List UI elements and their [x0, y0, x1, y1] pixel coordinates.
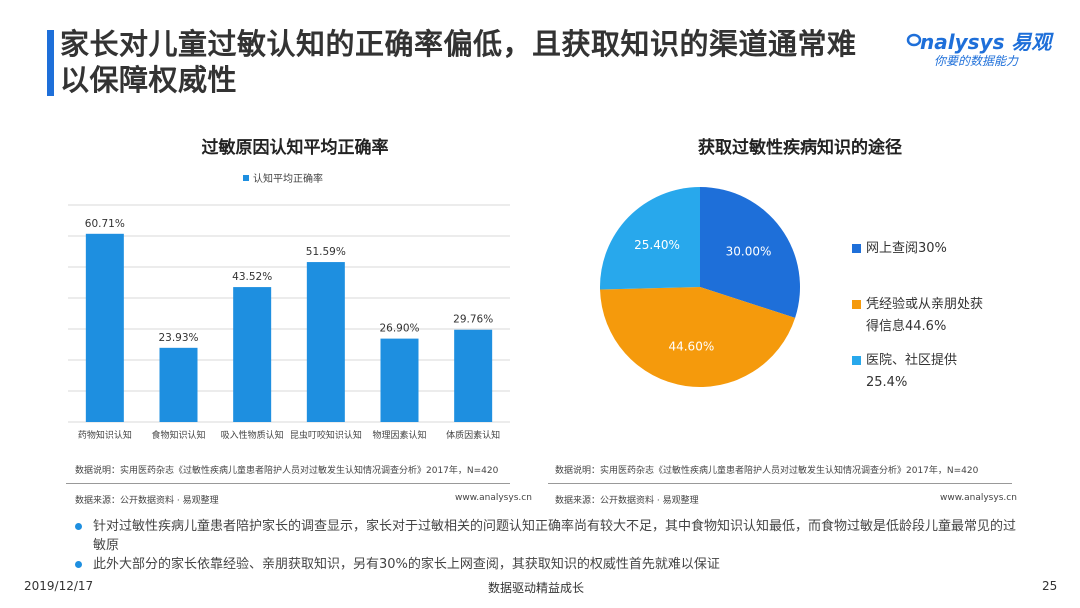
legend-label-line: 凭经验或从亲朋处获: [866, 297, 984, 312]
legend-label: 医院、社区提供 25.4%: [866, 350, 957, 394]
bar-legend-swatch: [243, 175, 249, 181]
footer-slogan: 数据驱动精益成长: [488, 581, 585, 595]
bar: [454, 329, 493, 422]
bar-value-label: 29.76%: [453, 314, 493, 326]
pie-value-label: 44.60%: [668, 339, 714, 353]
pie-slice: [600, 187, 700, 290]
summary-bullets: 针对过敏性疾病儿童患者陪护家长的调查显示，家长对于过敏相关的问题认知正确率尚有较…: [75, 517, 1025, 574]
footer-date: 2019/12/17: [24, 579, 94, 593]
right-source-description: 数据说明：实用医药杂志《过敏性疾病儿童患者陪护人员对过敏发生认知情况调查分析》2…: [555, 466, 979, 476]
legend-label-line: 医院、社区提供: [866, 353, 958, 368]
bullet-dot-icon: [75, 561, 82, 568]
bar-chart-title: 过敏原因认知平均正确率: [201, 138, 389, 158]
slide-title-line-2: 以保障权威性: [60, 63, 238, 97]
bar-value-label: 23.93%: [158, 332, 198, 344]
bar: [306, 262, 345, 422]
pie-slice: [700, 187, 800, 318]
left-url: www.analysys.cn: [455, 493, 532, 503]
x-tick-label: 物理因素认知: [372, 429, 426, 441]
logo-wordmark: nalysys 易观: [920, 30, 1052, 54]
page-number: 25: [1042, 579, 1058, 593]
bullet-dot-icon: [75, 523, 82, 530]
left-source-description: 数据说明：实用医药杂志《过敏性疾病儿童患者陪护人员对过敏发生认知情况调查分析》2…: [75, 466, 499, 476]
left-divider: [66, 483, 510, 484]
x-tick-label: 食物知识认知: [151, 429, 205, 441]
bullet-text: 此外大部分的家长依靠经验、亲朋获取知识，另有30%的家长上网查阅，其获取知识的权…: [93, 557, 720, 572]
slide-title: 家长对儿童过敏认知的正确率偏低，且获取知识的渠道通常难 以保障权威性: [60, 26, 920, 98]
legend-label-line: 得信息44.6%: [866, 319, 947, 334]
bullet-text: 针对过敏性疾病儿童患者陪护家长的调查显示，家长对于过敏相关的问题认知正确率尚有较…: [93, 519, 1017, 553]
pie-value-label: 25.40%: [634, 238, 680, 252]
pie-chart: 30.00% 44.60% 25.40%: [600, 187, 800, 388]
x-tick-label: 吸入性物质认知: [221, 429, 284, 441]
pie-slice: [600, 287, 796, 388]
logo-swoosh-icon: [906, 33, 922, 47]
pie-value-label: 30.00%: [726, 245, 772, 259]
right-divider: [548, 483, 1012, 484]
x-tick-label: 体质因素认知: [446, 429, 500, 441]
right-url: www.analysys.cn: [940, 493, 1017, 503]
legend-label: 凭经验或从亲朋处获 得信息44.6%: [866, 294, 983, 338]
title-accent-bar: [47, 30, 54, 96]
bar-legend-label: 认知平均正确率: [253, 172, 323, 185]
legend-label: 网上查阅30%: [866, 238, 947, 260]
bullet-item: 针对过敏性疾病儿童患者陪护家长的调查显示，家长对于过敏相关的问题认知正确率尚有较…: [75, 517, 1025, 555]
analysys-logo: nalysys 易观 你要的数据能力: [906, 26, 1060, 76]
legend-label-line: 25.4%: [866, 375, 908, 390]
bar: [159, 347, 198, 422]
bar: [380, 338, 419, 422]
bar: [85, 233, 124, 422]
pie-legend: 网上查阅30% 凭经验或从亲朋处获 得信息44.6% 医院、社区提供 25.4%: [852, 238, 1052, 398]
bullet-item: 此外大部分的家长依靠经验、亲朋获取知识，另有30%的家长上网查阅，其获取知识的权…: [75, 555, 1025, 574]
bar-value-label: 26.90%: [379, 323, 419, 335]
pie-chart-title: 获取过敏性疾病知识的途径: [698, 138, 902, 158]
slide-title-line-1: 家长对儿童过敏认知的正确率偏低，且获取知识的渠道通常难: [60, 27, 857, 61]
bar-chart: 认知平均正确率 60.71% 药物知识认知 23.93% 食物知识认知 43.52% 吸入…: [68, 172, 510, 441]
bar-value-label: 43.52%: [232, 271, 272, 283]
bar-value-label: 51.59%: [306, 246, 346, 258]
legend-label-line: 网上查阅30%: [866, 241, 947, 256]
logo-slogan: 你要的数据能力: [934, 54, 1019, 68]
x-tick-label: 药物知识认知: [78, 429, 132, 441]
bar: [233, 287, 272, 422]
legend-swatch: [852, 356, 861, 365]
legend-swatch: [852, 300, 861, 309]
legend-swatch: [852, 244, 861, 253]
left-source: 数据来源：公开数据资料 · 易观整理: [75, 496, 219, 506]
x-tick-label: 昆虫叮咬知识认知: [290, 429, 362, 441]
bar-value-label: 60.71%: [85, 218, 125, 230]
right-source: 数据来源：公开数据资料 · 易观整理: [555, 496, 699, 506]
